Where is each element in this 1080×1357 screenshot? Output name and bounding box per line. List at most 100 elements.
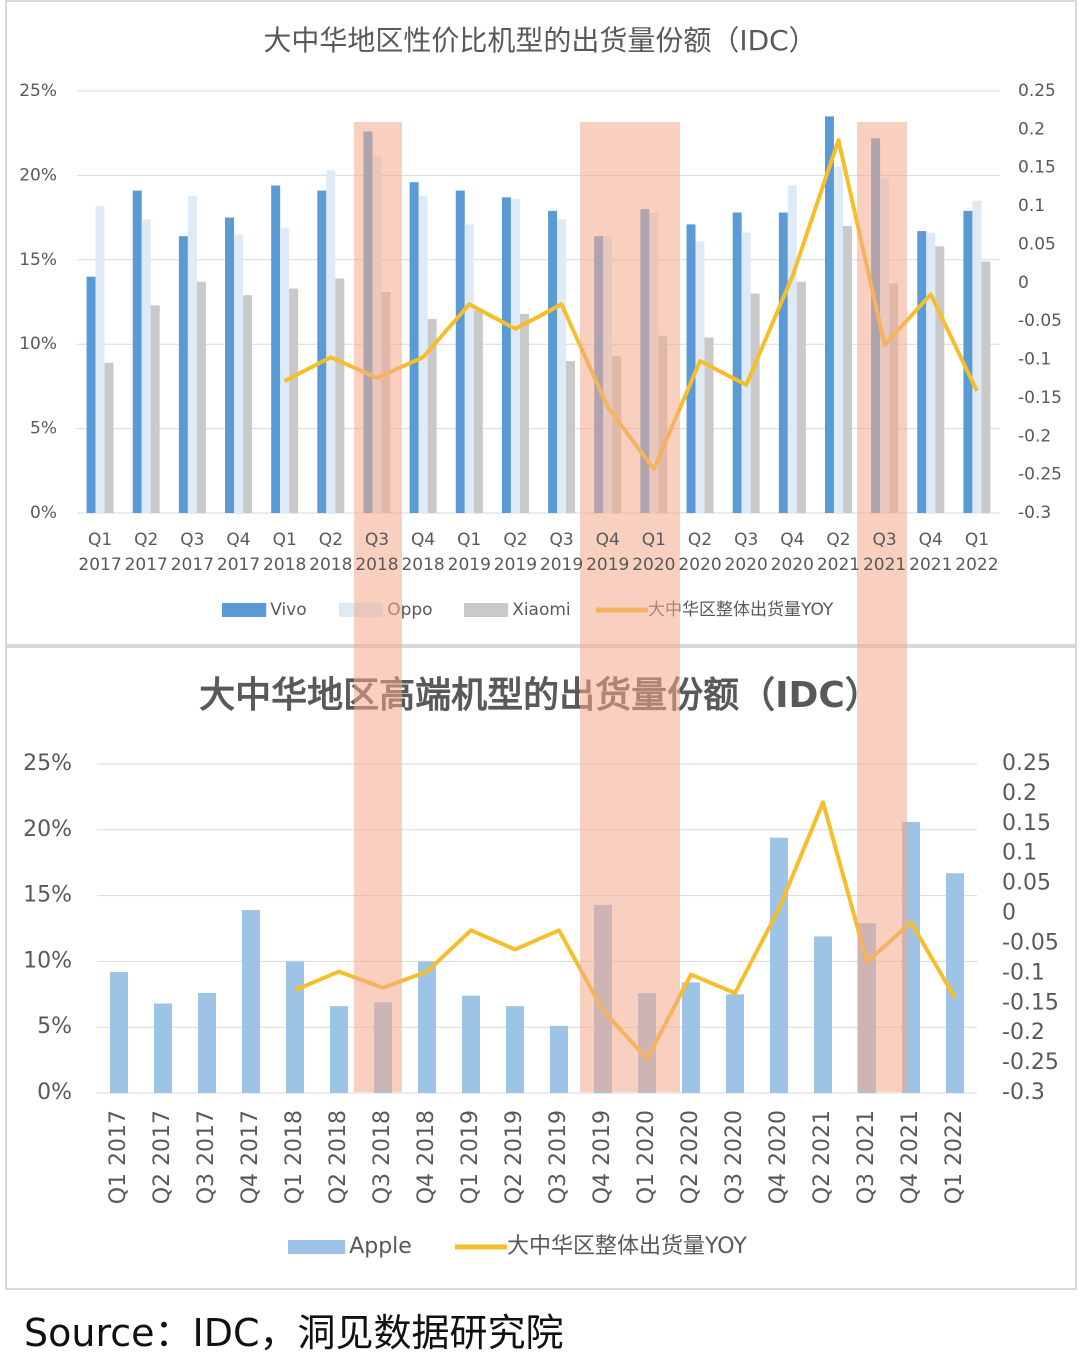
bar: [104, 362, 114, 513]
bar: [501, 197, 511, 513]
legend-swatch: [464, 603, 509, 617]
bar: [833, 166, 843, 513]
y2-tick-label: 0.1: [1002, 841, 1037, 866]
y2-tick-label: 0.05: [1002, 871, 1051, 896]
y2-tick-label: -0.05: [1002, 930, 1059, 955]
bar: [242, 910, 260, 1093]
y2-tick-label: -0.25: [1002, 1050, 1059, 1075]
x-tick-label: Q2 2018: [326, 1110, 351, 1204]
x-tick-label: Q3 2018: [355, 530, 399, 575]
bar: [286, 961, 304, 1093]
bar: [196, 281, 206, 513]
bar: [972, 200, 982, 513]
y2-tick-label: 0.2: [1002, 781, 1037, 806]
bar: [335, 278, 345, 513]
y2-tick-label: -0.1: [1002, 960, 1045, 985]
legend-label: Apple: [349, 1234, 412, 1259]
bar: [141, 219, 151, 513]
y2-tick-label: -0.3: [1018, 503, 1051, 523]
bar: [842, 226, 852, 514]
bar: [796, 281, 806, 513]
x-tick-label: Q1 2022: [955, 530, 999, 575]
source: Source：IDC，洞见数据研究院: [24, 1311, 564, 1355]
x-tick-label: Q3 2021: [862, 530, 907, 575]
bar: [462, 995, 480, 1093]
x-tick-label: Q4 2021: [909, 530, 953, 575]
bar: [510, 199, 520, 514]
y2-tick-label: -0.2: [1018, 426, 1051, 446]
x-tick-label: Q1 2018: [282, 1110, 307, 1204]
charts: 大中华地区性价比机型的出货量份额（IDC） 0% 5% 10% 15% 20% 25% -0.…: [19, 24, 1062, 1259]
bar: [519, 313, 529, 513]
x-tick-label: Q3 2019: [546, 1110, 571, 1204]
y-tick-label: 10%: [19, 334, 57, 354]
bar: [750, 293, 760, 513]
x-tick-label: Q2 2020: [678, 1110, 703, 1204]
bar: [464, 224, 474, 514]
x-tick-label: Q4 2020: [766, 1110, 791, 1204]
bar: [946, 873, 964, 1093]
x-tick-label: Q2 2018: [309, 530, 353, 575]
chart-title: 大中华地区高端机型的出货量份额（IDC）: [199, 675, 881, 716]
bar: [981, 261, 991, 513]
x-tick-label: Q2 2021: [816, 530, 861, 575]
bar: [506, 1006, 524, 1093]
legend-label: 大中华区整体出货量YOY: [648, 600, 834, 620]
bar: [726, 994, 744, 1093]
chart-title: 大中华地区性价比机型的出货量份额（IDC）: [263, 24, 816, 57]
bar: [150, 305, 160, 513]
y-tick-label: 25%: [19, 81, 57, 101]
y2-tick-label: 0: [1002, 901, 1016, 926]
x-tick-label: Q4 2018: [401, 530, 445, 575]
bar: [271, 185, 281, 513]
y2-tick-label: -0.3: [1002, 1080, 1045, 1105]
bar: [418, 961, 436, 1093]
y-tick-label: 20%: [23, 817, 72, 842]
y2-tick-label: 0.25: [1018, 81, 1056, 101]
y2-tick-label: -0.2: [1002, 1020, 1045, 1045]
x-tick-label: Q1 2017: [106, 1110, 131, 1204]
y-tick-label: 10%: [23, 948, 72, 973]
x-tick-label: Q3 2017: [170, 530, 214, 575]
x-tick-label: Q1 2017: [78, 530, 122, 575]
x-tick-label: Q1 2020: [632, 530, 676, 575]
bar: [787, 185, 797, 513]
x-tick-label: Q1 2019: [447, 530, 491, 575]
x-tick-label: Q1 2020: [634, 1110, 659, 1204]
panel: [5, 646, 1077, 1290]
y-tick-label: 25%: [23, 751, 72, 776]
y-tick-label: 5%: [30, 419, 57, 439]
highlight-band: [857, 122, 907, 1092]
y2-tick-label: -0.1: [1018, 350, 1051, 370]
y2-tick-label: 0.05: [1018, 234, 1056, 254]
x-tick-label: Q3 2017: [194, 1110, 219, 1204]
bar: [243, 295, 253, 513]
x-tick-label: Q4 2020: [770, 530, 814, 575]
bar: [814, 936, 832, 1093]
x-tick-label: Q3 2021: [854, 1110, 879, 1204]
highlight-band: [354, 122, 402, 1092]
bar: [154, 1003, 172, 1093]
bar: [110, 971, 128, 1093]
bar: [695, 241, 705, 513]
y-tick-label: 0%: [30, 503, 57, 523]
bar: [473, 310, 483, 513]
y2-tick-label: -0.15: [1002, 990, 1059, 1015]
bar: [917, 231, 927, 513]
bar: [225, 217, 235, 513]
x-tick-label: Q2 2020: [678, 530, 722, 575]
bar: [935, 246, 945, 513]
bar: [963, 210, 973, 513]
x-tick-label: Q3 2019: [539, 530, 584, 575]
legend-label: Vivo: [270, 600, 306, 620]
y2-tick-label: 0.15: [1018, 158, 1056, 178]
y2-tick-label: 0.15: [1002, 811, 1051, 836]
y2-tick-label: -0.25: [1018, 465, 1062, 485]
bar: [95, 205, 105, 513]
bar: [557, 219, 567, 513]
bar: [280, 227, 290, 513]
x-tick-label: Q2 2017: [150, 1110, 175, 1204]
bar: [234, 234, 244, 514]
x-tick-label: Q4 2018: [414, 1110, 439, 1204]
